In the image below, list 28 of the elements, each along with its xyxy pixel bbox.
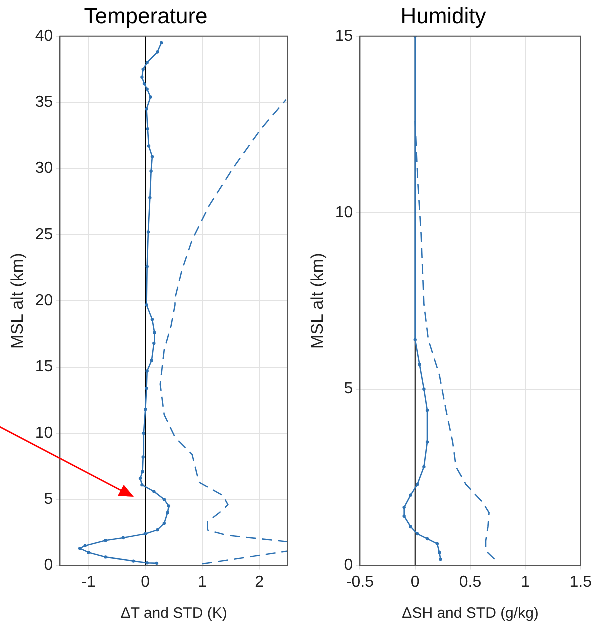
y-tick-label: 5 [344,380,354,398]
y-tick-label: 20 [35,292,54,310]
x-tick-label: 0 [141,574,150,591]
x-tick-label: 1 [521,574,530,591]
y-tick-label: 15 [35,358,54,376]
y-tick-label: 0 [344,557,354,574]
chart-title: Humidity [400,3,486,28]
x-tick-label: 1.5 [570,574,592,591]
chart-title: Temperature [84,3,208,28]
y-tick-label: 0 [44,557,54,574]
x-tick-label: 2 [255,574,264,591]
y-tick-label: 10 [35,424,54,442]
y-axis-title: MSL alt (km) [8,253,27,349]
y-tick-label: 25 [35,226,54,244]
x-tick-label: -1 [82,574,96,591]
y-axis-title: MSL alt (km) [308,253,327,349]
y-tick-label: 5 [44,491,54,508]
y-tick-label: 10 [335,204,354,222]
x-axis-title: ΔSH and STD (g/kg) [402,605,539,622]
x-tick-label: 1 [198,574,208,591]
y-tick-label: 30 [35,160,54,178]
x-tick-label: 0 [410,574,420,591]
x-axis-title: ΔT and STD (K) [120,605,228,622]
x-tick-label: -0.5 [346,574,374,591]
y-tick-label: 15 [335,28,354,45]
y-tick-label: 35 [35,94,54,111]
x-tick-label: 0.5 [459,574,482,591]
y-tick-label: 40 [35,28,54,45]
